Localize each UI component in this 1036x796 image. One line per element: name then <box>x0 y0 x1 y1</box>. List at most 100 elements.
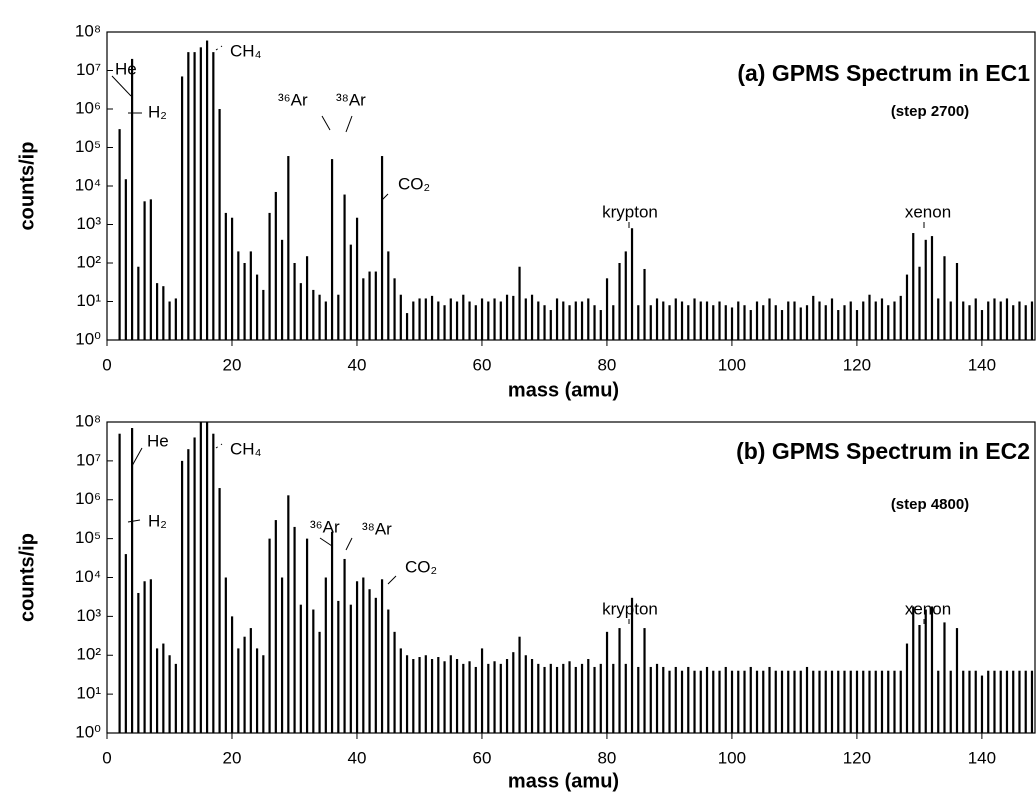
bar <box>912 233 915 340</box>
leader-line <box>381 193 389 201</box>
bar <box>830 670 834 733</box>
bar <box>530 294 534 340</box>
bar <box>512 652 515 733</box>
bar <box>937 670 940 733</box>
bar <box>718 301 721 340</box>
bar <box>555 298 559 340</box>
bar <box>868 670 871 733</box>
bar <box>462 294 465 340</box>
bar <box>493 298 496 340</box>
bar <box>355 217 359 340</box>
bar <box>818 670 821 733</box>
bar <box>618 628 621 733</box>
bar <box>318 294 321 340</box>
bar <box>655 663 659 733</box>
bar <box>693 298 696 340</box>
bar <box>387 251 390 340</box>
bar <box>374 597 377 733</box>
bar <box>455 659 459 733</box>
bar <box>743 670 746 733</box>
bar <box>518 636 521 733</box>
bar <box>162 286 165 340</box>
bar <box>524 298 527 340</box>
bar <box>587 659 590 733</box>
bar <box>799 307 802 340</box>
bar <box>337 294 340 340</box>
bar <box>124 554 127 733</box>
bar <box>824 670 827 733</box>
x-tick-label: 120 <box>843 355 871 374</box>
bar <box>843 670 846 733</box>
bar <box>887 670 890 733</box>
bar <box>362 278 365 340</box>
bar <box>687 305 690 340</box>
bar <box>912 606 915 733</box>
bar <box>474 666 477 733</box>
bar <box>743 305 746 340</box>
bar <box>155 283 159 340</box>
x-tick-label: 100 <box>718 748 746 767</box>
bar <box>468 661 471 733</box>
bar <box>930 236 934 340</box>
bar <box>230 217 234 340</box>
bar <box>280 239 284 340</box>
bar <box>849 670 852 733</box>
x-tick-label: 60 <box>472 355 491 374</box>
bar <box>605 278 609 340</box>
bar <box>605 631 609 733</box>
bar <box>993 670 996 733</box>
bar <box>999 301 1002 340</box>
bar <box>205 40 209 341</box>
bar <box>1024 305 1027 340</box>
y-tick-label: 10⁰ <box>75 329 101 348</box>
bar <box>330 531 334 733</box>
bar <box>380 579 384 733</box>
bar <box>943 622 946 733</box>
bar <box>612 305 615 340</box>
peak-label: xenon <box>905 202 951 221</box>
bar <box>949 301 952 340</box>
bar <box>255 274 259 340</box>
bar <box>580 663 584 733</box>
peak-label: ³⁸Ar <box>336 90 366 109</box>
bar <box>237 648 240 733</box>
bar <box>130 58 134 341</box>
bar <box>393 278 396 340</box>
bar <box>574 301 577 340</box>
y-tick-label: 10⁶ <box>75 489 101 508</box>
bar <box>249 251 252 340</box>
bar <box>168 655 171 733</box>
bar <box>599 663 602 733</box>
bar <box>193 52 196 341</box>
y-tick-label: 10³ <box>76 606 101 625</box>
bar <box>337 600 340 733</box>
y-axis-label: counts/ip <box>16 533 38 622</box>
bar <box>680 670 684 733</box>
bar <box>649 305 652 340</box>
x-axis-label: mass (amu) <box>508 379 619 401</box>
bar <box>805 305 809 340</box>
bar <box>212 433 215 733</box>
bar <box>699 301 702 340</box>
bar <box>280 577 284 733</box>
bar <box>443 661 446 733</box>
bar <box>449 655 452 733</box>
bar <box>549 663 552 733</box>
bar <box>924 239 927 340</box>
bar <box>887 305 890 340</box>
bar <box>449 298 452 340</box>
bar <box>543 666 546 733</box>
bar <box>880 670 884 733</box>
bar <box>674 298 677 340</box>
bar <box>1005 670 1009 733</box>
leader-line <box>319 537 333 547</box>
bar <box>637 305 640 340</box>
bar <box>487 663 490 733</box>
bar <box>649 666 652 733</box>
bar <box>643 268 646 340</box>
bar <box>437 301 440 340</box>
bar <box>687 666 690 733</box>
bar <box>224 212 227 340</box>
peak-label: ³⁸Ar <box>362 519 392 538</box>
x-tick-label: 20 <box>223 355 242 374</box>
